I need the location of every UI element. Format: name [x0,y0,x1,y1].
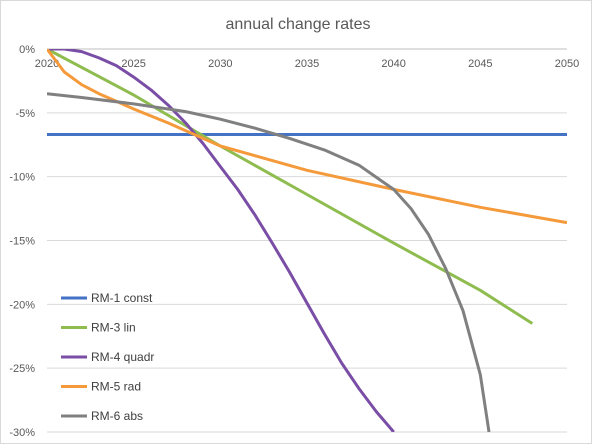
y-tick-label: -30% [9,427,35,439]
x-tick-label: 2050 [555,58,579,70]
series-line-rm-4-quadr [47,49,395,432]
series-line-rm-3-lin [47,49,534,325]
series-lines [47,49,567,432]
legend-label-rm-4-quadr: RM-4 quadr [91,350,154,364]
legend-label-rm-6-abs: RM-6 abs [91,409,143,423]
x-tick-label: 2020 [35,58,59,70]
y-tick-label: -25% [9,363,35,375]
y-tick-label: 0% [19,44,35,56]
legend-label-rm-1-const: RM-1 const [91,291,153,305]
legend-label-rm-5-rad: RM-5 rad [91,380,141,394]
x-tick-label: 2025 [121,58,145,70]
legend: RM-1 const RM-3 lin RM-4 quadr RM-5 rad RM-6… [61,291,154,423]
x-axis-tick-labels: 2020 2025 2030 2035 2040 2045 2050 [35,58,579,70]
x-tick-label: 2035 [295,58,319,70]
y-tick-label: -5% [15,108,35,120]
series-line-rm-6-abs [47,92,491,432]
y-axis-tick-labels: 0% -5% -10% -15% -20% -25% -30% [9,44,35,439]
x-tick-label: 2030 [208,58,232,70]
y-tick-label: -10% [9,172,35,184]
y-tick-label: -15% [9,236,35,248]
legend-label-rm-3-lin: RM-3 lin [91,321,136,335]
chart-title: annual change rates [226,16,371,33]
x-tick-label: 2040 [381,58,405,70]
series-line-rm-5-rad [47,49,567,225]
y-tick-label: -20% [9,299,35,311]
x-tick-label: 2045 [468,58,492,70]
